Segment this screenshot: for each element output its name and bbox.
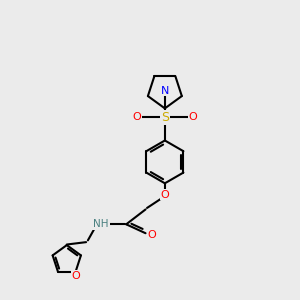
Text: O: O bbox=[148, 230, 157, 240]
Text: NH: NH bbox=[93, 219, 109, 229]
Text: O: O bbox=[72, 271, 80, 281]
Text: S: S bbox=[161, 111, 169, 124]
Text: O: O bbox=[189, 112, 197, 122]
Text: O: O bbox=[160, 190, 169, 200]
Text: N: N bbox=[161, 85, 169, 96]
Text: O: O bbox=[132, 112, 141, 122]
